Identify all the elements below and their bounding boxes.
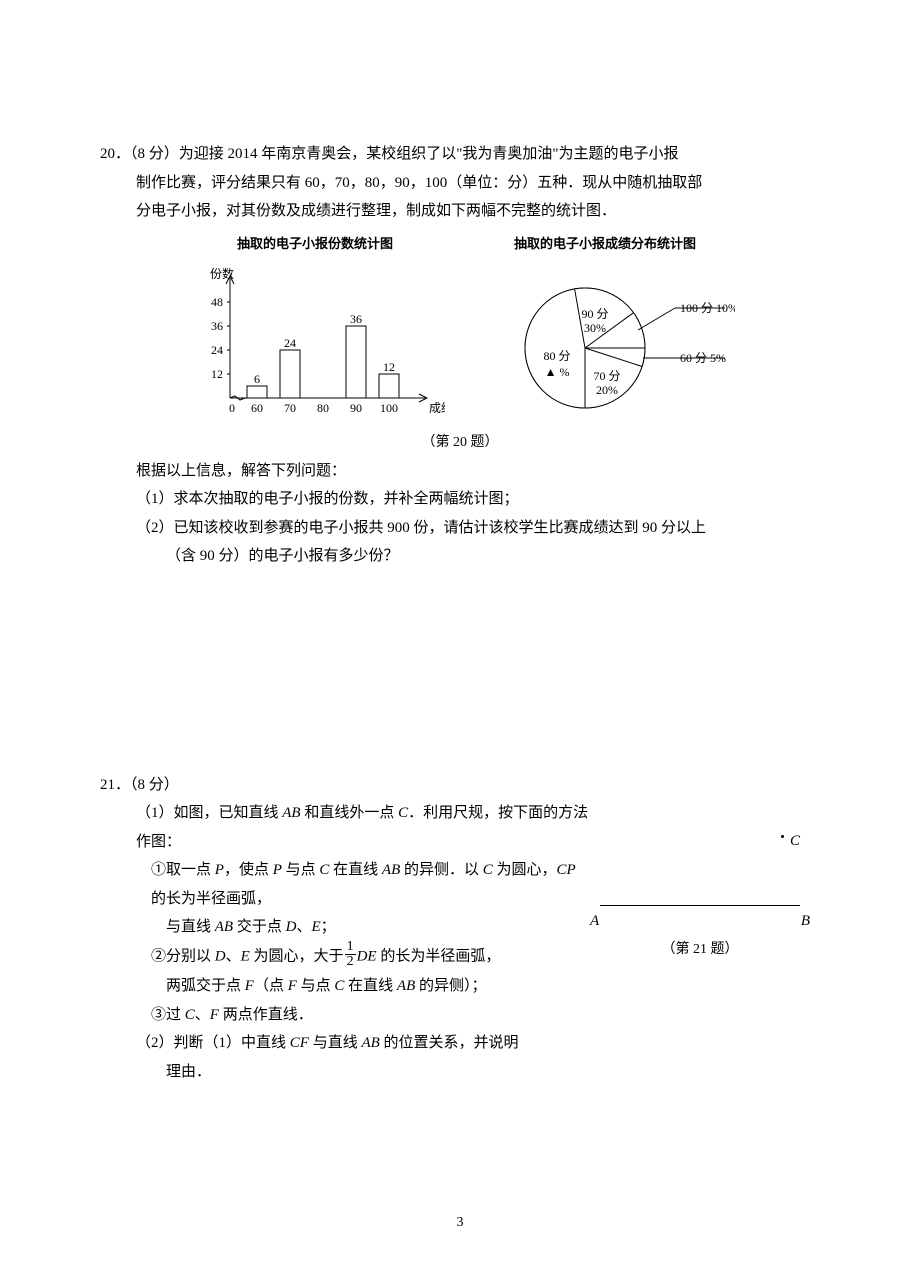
q21-step2b: 两弧交于点 F（点 F 与点 C 在直线 AB 的异侧）； xyxy=(100,972,820,1001)
pie-label-90a: 90 分 xyxy=(581,307,608,321)
q21-sub2b: 理由． xyxy=(100,1058,820,1087)
pie-label-80a: 80 分 xyxy=(543,349,570,363)
bar-60 xyxy=(247,386,267,398)
q20-text-1: 为迎接 2014 年南京青奥会，某校组织了以"我为青奥加油"为主题的电子小报 xyxy=(179,140,679,169)
question-20: 20．（8 分） 为迎接 2014 年南京青奥会，某校组织了以"我为青奥加油"为… xyxy=(100,140,820,571)
xtick-60: 60 xyxy=(251,401,263,415)
q21-figure: C A B （第 21 题） xyxy=(590,827,810,967)
pie-chart-title: 抽取的电子小报成绩分布统计图 xyxy=(475,232,735,257)
pie-label-70b: 20% xyxy=(596,383,618,397)
pie-outer-100: 100 分 10% xyxy=(680,301,735,315)
q20-sub1: （1）求本次抽取的电子小报的份数，并补全两幅统计图； xyxy=(100,485,820,514)
q21-sub2a: （2）判断（1）中直线 CF 与直线 AB 的位置关系，并说明 xyxy=(100,1029,820,1058)
barval-70: 24 xyxy=(284,336,296,350)
bar-70 xyxy=(280,350,300,398)
ytick-24: 24 xyxy=(211,343,223,357)
q21-number: 21．（8 分） xyxy=(100,771,179,800)
frac-den: 2 xyxy=(345,955,356,970)
q20-line1: 20．（8 分） 为迎接 2014 年南京青奥会，某校组织了以"我为青奥加油"为… xyxy=(100,140,820,169)
xtick-90: 90 xyxy=(350,401,362,415)
q20-after: 根据以上信息，解答下列问题： xyxy=(100,457,820,486)
pie-label-70a: 70 分 xyxy=(593,369,620,383)
point-c-dot xyxy=(781,835,784,838)
label-c: C xyxy=(790,827,800,856)
q20-num-text: 20． xyxy=(100,146,130,162)
pie-chart-svg: 90 分 30% 80 分 ▲ % 70 分 20% 100 分 10% 60 … xyxy=(475,258,735,428)
ytick-48: 48 xyxy=(211,295,223,309)
q20-sub2b: （含 90 分）的电子小报有多少份？ xyxy=(100,542,820,571)
q20-charts: 抽取的电子小报份数统计图 12 24 xyxy=(100,232,820,429)
origin-0: 0 xyxy=(229,401,235,415)
bar-90 xyxy=(346,326,366,398)
barval-100: 12 xyxy=(383,360,395,374)
bar-chart: 抽取的电子小报份数统计图 12 24 xyxy=(185,232,445,429)
frac-num: 1 xyxy=(345,940,356,956)
xtick-80: 80 xyxy=(317,401,329,415)
label-b: B xyxy=(801,907,810,936)
x-axis-label: 成绩/分 xyxy=(429,401,445,415)
q21-step3: ③过 C、F 两点作直线． xyxy=(100,1001,820,1030)
ytick-12: 12 xyxy=(211,367,223,381)
xtick-100: 100 xyxy=(380,401,398,415)
pie-chart: 抽取的电子小报成绩分布统计图 xyxy=(475,232,735,429)
q21-line1: 21．（8 分） xyxy=(100,771,820,800)
line-ab xyxy=(600,905,800,906)
pie-label-90b: 30% xyxy=(584,321,606,335)
question-21: 21．（8 分） （1）如图，已知直线 AB 和直线外一点 C．利用尺规，按下面… xyxy=(100,771,820,1086)
pie-label-80b: ▲ % xyxy=(545,365,570,379)
q20-text-3: 分电子小报，对其份数及成绩进行整理，制成如下两幅不完整的统计图． xyxy=(100,197,820,226)
xtick-70: 70 xyxy=(284,401,296,415)
q21-fig-caption: （第 21 题） xyxy=(590,937,810,964)
q20-points: （8 分） xyxy=(130,146,179,162)
barval-90: 36 xyxy=(350,312,362,326)
q20-sub2a: （2）已知该校收到参赛的电子小报共 900 份，请估计该校学生比赛成绩达到 90… xyxy=(100,514,820,543)
label-a: A xyxy=(590,907,599,936)
page-number: 3 xyxy=(0,1210,920,1237)
q21-num-text: 21． xyxy=(100,777,130,793)
q21-points: （8 分） xyxy=(130,777,179,793)
ytick-36: 36 xyxy=(211,319,223,333)
bar-chart-title: 抽取的电子小报份数统计图 xyxy=(185,232,445,257)
bar-100 xyxy=(379,374,399,398)
y-axis-label: 份数 xyxy=(210,266,234,281)
q20-text-2: 制作比赛，评分结果只有 60，70，80，90，100（单位：分）五种．现从中随… xyxy=(100,169,820,198)
pie-outer-60: 60 分 5% xyxy=(680,351,726,365)
barval-60: 6 xyxy=(254,372,260,386)
q20-number: 20．（8 分） xyxy=(100,140,179,169)
bar-chart-svg: 12 24 36 48 份数 6 24 36 12 xyxy=(185,258,445,428)
q20-caption: （第 20 题） xyxy=(100,430,820,457)
